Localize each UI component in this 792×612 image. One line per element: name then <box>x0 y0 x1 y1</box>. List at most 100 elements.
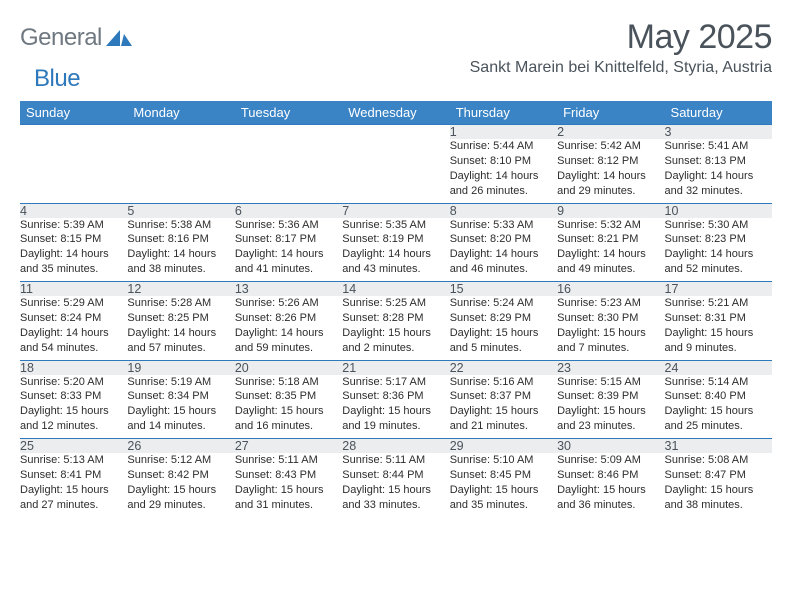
day-details: Sunrise: 5:09 AMSunset: 8:46 PMDaylight:… <box>557 453 664 517</box>
sunset-line: Sunset: 8:25 PM <box>127 311 234 326</box>
sunset-line: Sunset: 8:43 PM <box>235 468 342 483</box>
sunset-line: Sunset: 8:28 PM <box>342 311 449 326</box>
day-details: Sunrise: 5:26 AMSunset: 8:26 PMDaylight:… <box>235 296 342 360</box>
day-detail-row: Sunrise: 5:13 AMSunset: 8:41 PMDaylight:… <box>20 453 772 517</box>
day-details: Sunrise: 5:21 AMSunset: 8:31 PMDaylight:… <box>665 296 772 360</box>
sunrise-line: Sunrise: 5:10 AM <box>450 453 557 468</box>
column-header: Saturday <box>665 101 772 125</box>
sunrise-line: Sunrise: 5:11 AM <box>342 453 449 468</box>
daylight-line: Daylight: 15 hours and 12 minutes. <box>20 404 127 434</box>
empty-cell <box>20 125 127 140</box>
day-details: Sunrise: 5:11 AMSunset: 8:43 PMDaylight:… <box>235 453 342 517</box>
sunrise-line: Sunrise: 5:17 AM <box>342 375 449 390</box>
day-details: Sunrise: 5:36 AMSunset: 8:17 PMDaylight:… <box>235 218 342 282</box>
column-header: Thursday <box>450 101 557 125</box>
sunrise-line: Sunrise: 5:36 AM <box>235 218 342 233</box>
daylight-line: Daylight: 15 hours and 33 minutes. <box>342 483 449 513</box>
sunrise-line: Sunrise: 5:24 AM <box>450 296 557 311</box>
column-header: Sunday <box>20 101 127 125</box>
calendar-header-row: SundayMondayTuesdayWednesdayThursdayFrid… <box>20 101 772 125</box>
daylight-line: Daylight: 14 hours and 46 minutes. <box>450 247 557 277</box>
day-details: Sunrise: 5:35 AMSunset: 8:19 PMDaylight:… <box>342 218 449 282</box>
sunrise-line: Sunrise: 5:44 AM <box>450 139 557 154</box>
column-header: Monday <box>127 101 234 125</box>
day-number: 10 <box>665 203 772 218</box>
sunrise-line: Sunrise: 5:25 AM <box>342 296 449 311</box>
daylight-line: Daylight: 14 hours and 57 minutes. <box>127 326 234 356</box>
day-number: 15 <box>450 282 557 297</box>
day-details: Sunrise: 5:30 AMSunset: 8:23 PMDaylight:… <box>665 218 772 282</box>
day-details: Sunrise: 5:28 AMSunset: 8:25 PMDaylight:… <box>127 296 234 360</box>
day-number: 29 <box>450 439 557 454</box>
sunset-line: Sunset: 8:10 PM <box>450 154 557 169</box>
sunset-line: Sunset: 8:44 PM <box>342 468 449 483</box>
empty-cell <box>127 139 234 203</box>
day-number: 13 <box>235 282 342 297</box>
day-details: Sunrise: 5:25 AMSunset: 8:28 PMDaylight:… <box>342 296 449 360</box>
day-details: Sunrise: 5:44 AMSunset: 8:10 PMDaylight:… <box>450 139 557 203</box>
sunset-line: Sunset: 8:17 PM <box>235 232 342 247</box>
daylight-line: Daylight: 15 hours and 25 minutes. <box>665 404 772 434</box>
day-number-row: 11121314151617 <box>20 282 772 297</box>
empty-cell <box>342 139 449 203</box>
brand-mark-icon <box>106 26 132 51</box>
title-block: May 2025 Sankt Marein bei Knittelfeld, S… <box>470 18 772 77</box>
sunset-line: Sunset: 8:23 PM <box>665 232 772 247</box>
sunrise-line: Sunrise: 5:26 AM <box>235 296 342 311</box>
sunrise-line: Sunrise: 5:13 AM <box>20 453 127 468</box>
empty-cell <box>235 125 342 140</box>
sunrise-line: Sunrise: 5:08 AM <box>665 453 772 468</box>
brand-logo: General <box>20 18 134 52</box>
day-number: 18 <box>20 360 127 375</box>
day-number: 31 <box>665 439 772 454</box>
day-number: 2 <box>557 125 664 140</box>
sunrise-line: Sunrise: 5:28 AM <box>127 296 234 311</box>
day-number: 27 <box>235 439 342 454</box>
day-number: 1 <box>450 125 557 140</box>
daylight-line: Daylight: 14 hours and 49 minutes. <box>557 247 664 277</box>
day-number: 9 <box>557 203 664 218</box>
day-detail-row: Sunrise: 5:20 AMSunset: 8:33 PMDaylight:… <box>20 375 772 439</box>
day-details: Sunrise: 5:11 AMSunset: 8:44 PMDaylight:… <box>342 453 449 517</box>
day-number: 23 <box>557 360 664 375</box>
day-details: Sunrise: 5:42 AMSunset: 8:12 PMDaylight:… <box>557 139 664 203</box>
day-number: 26 <box>127 439 234 454</box>
day-details: Sunrise: 5:38 AMSunset: 8:16 PMDaylight:… <box>127 218 234 282</box>
daylight-line: Daylight: 15 hours and 7 minutes. <box>557 326 664 356</box>
sunset-line: Sunset: 8:12 PM <box>557 154 664 169</box>
month-title: May 2025 <box>470 18 772 57</box>
daylight-line: Daylight: 15 hours and 5 minutes. <box>450 326 557 356</box>
calendar-table: SundayMondayTuesdayWednesdayThursdayFrid… <box>20 101 772 517</box>
day-details: Sunrise: 5:15 AMSunset: 8:39 PMDaylight:… <box>557 375 664 439</box>
day-number-row: 123 <box>20 125 772 140</box>
sunrise-line: Sunrise: 5:15 AM <box>557 375 664 390</box>
day-number: 17 <box>665 282 772 297</box>
day-number: 20 <box>235 360 342 375</box>
brand-word-a: General <box>20 24 102 52</box>
day-details: Sunrise: 5:16 AMSunset: 8:37 PMDaylight:… <box>450 375 557 439</box>
daylight-line: Daylight: 15 hours and 16 minutes. <box>235 404 342 434</box>
sunset-line: Sunset: 8:31 PM <box>665 311 772 326</box>
sunset-line: Sunset: 8:46 PM <box>557 468 664 483</box>
sunrise-line: Sunrise: 5:42 AM <box>557 139 664 154</box>
sunset-line: Sunset: 8:21 PM <box>557 232 664 247</box>
day-number: 19 <box>127 360 234 375</box>
sunrise-line: Sunrise: 5:30 AM <box>665 218 772 233</box>
daylight-line: Daylight: 15 hours and 35 minutes. <box>450 483 557 513</box>
daylight-line: Daylight: 14 hours and 35 minutes. <box>20 247 127 277</box>
sunset-line: Sunset: 8:33 PM <box>20 389 127 404</box>
sunset-line: Sunset: 8:19 PM <box>342 232 449 247</box>
sunrise-line: Sunrise: 5:29 AM <box>20 296 127 311</box>
daylight-line: Daylight: 15 hours and 21 minutes. <box>450 404 557 434</box>
day-details: Sunrise: 5:24 AMSunset: 8:29 PMDaylight:… <box>450 296 557 360</box>
day-number: 30 <box>557 439 664 454</box>
day-details: Sunrise: 5:41 AMSunset: 8:13 PMDaylight:… <box>665 139 772 203</box>
day-number: 25 <box>20 439 127 454</box>
sunrise-line: Sunrise: 5:21 AM <box>665 296 772 311</box>
day-details: Sunrise: 5:12 AMSunset: 8:42 PMDaylight:… <box>127 453 234 517</box>
empty-cell <box>127 125 234 140</box>
sunrise-line: Sunrise: 5:23 AM <box>557 296 664 311</box>
day-details: Sunrise: 5:20 AMSunset: 8:33 PMDaylight:… <box>20 375 127 439</box>
daylight-line: Daylight: 15 hours and 31 minutes. <box>235 483 342 513</box>
sunrise-line: Sunrise: 5:20 AM <box>20 375 127 390</box>
